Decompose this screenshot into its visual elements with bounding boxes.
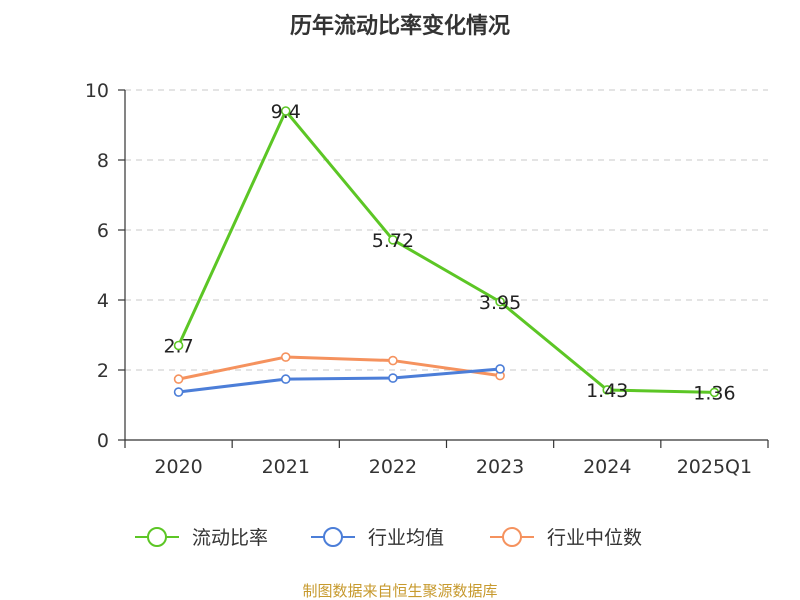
series-layer — [173, 106, 720, 398]
series-point — [173, 374, 184, 384]
data-label: 1.43 — [586, 380, 628, 402]
series-line — [177, 109, 715, 394]
series-point — [280, 352, 291, 362]
legend-marker-icon — [323, 527, 343, 547]
series-point — [602, 385, 613, 395]
x-tick-label: 2020 — [154, 456, 202, 478]
data-label: 9.4 — [271, 101, 301, 123]
series-point — [495, 364, 505, 374]
source-note: 制图数据来自恒生聚源数据库 — [302, 582, 497, 600]
series-line — [178, 367, 501, 394]
legend-marker-icon — [502, 527, 522, 547]
series-point — [280, 106, 291, 116]
data-label: 5.72 — [372, 230, 414, 252]
series-point — [173, 387, 184, 397]
x-tick-label: 2021 — [262, 456, 310, 478]
y-tick-label: 0 — [97, 430, 109, 452]
data-label: 3.95 — [479, 292, 521, 314]
y-tick-label: 6 — [97, 220, 109, 242]
series-point — [388, 373, 398, 383]
series-point — [388, 355, 398, 366]
grid — [125, 89, 768, 371]
series-point — [709, 387, 720, 398]
data-label: 2.7 — [163, 336, 193, 358]
legend-label: 流动比率 — [192, 527, 268, 549]
legend-label: 行业均值 — [368, 527, 444, 549]
chart-title: 历年流动比率变化情况 — [290, 13, 510, 39]
y-tick-label: 10 — [85, 80, 109, 102]
x-tick-label: 2025Q1 — [677, 456, 752, 478]
x-tick-label: 2022 — [369, 456, 417, 478]
data-label: 1.36 — [693, 382, 735, 404]
y-tick-label: 2 — [97, 360, 109, 382]
y-tick-label: 4 — [97, 290, 109, 312]
legend-marker-icon — [147, 527, 167, 547]
series-point — [388, 235, 398, 245]
series-point — [280, 374, 291, 384]
legend-label: 行业中位数 — [547, 527, 642, 549]
x-tick-label: 2024 — [583, 456, 631, 478]
series-point — [495, 296, 505, 307]
axes: 0 2 4 6 8 10 2020 2021 2022 2023 2024 2025Q1 — [85, 80, 769, 478]
x-tick-label: 2023 — [476, 456, 524, 478]
data-labels: 2.7 9.4 5.72 3.95 1.43 1.36 — [163, 101, 735, 404]
series-line — [178, 355, 501, 381]
series-point — [173, 340, 184, 351]
legend: 流动比率 行业均值 行业中位数 — [135, 527, 642, 549]
y-tick-label: 8 — [97, 150, 109, 172]
